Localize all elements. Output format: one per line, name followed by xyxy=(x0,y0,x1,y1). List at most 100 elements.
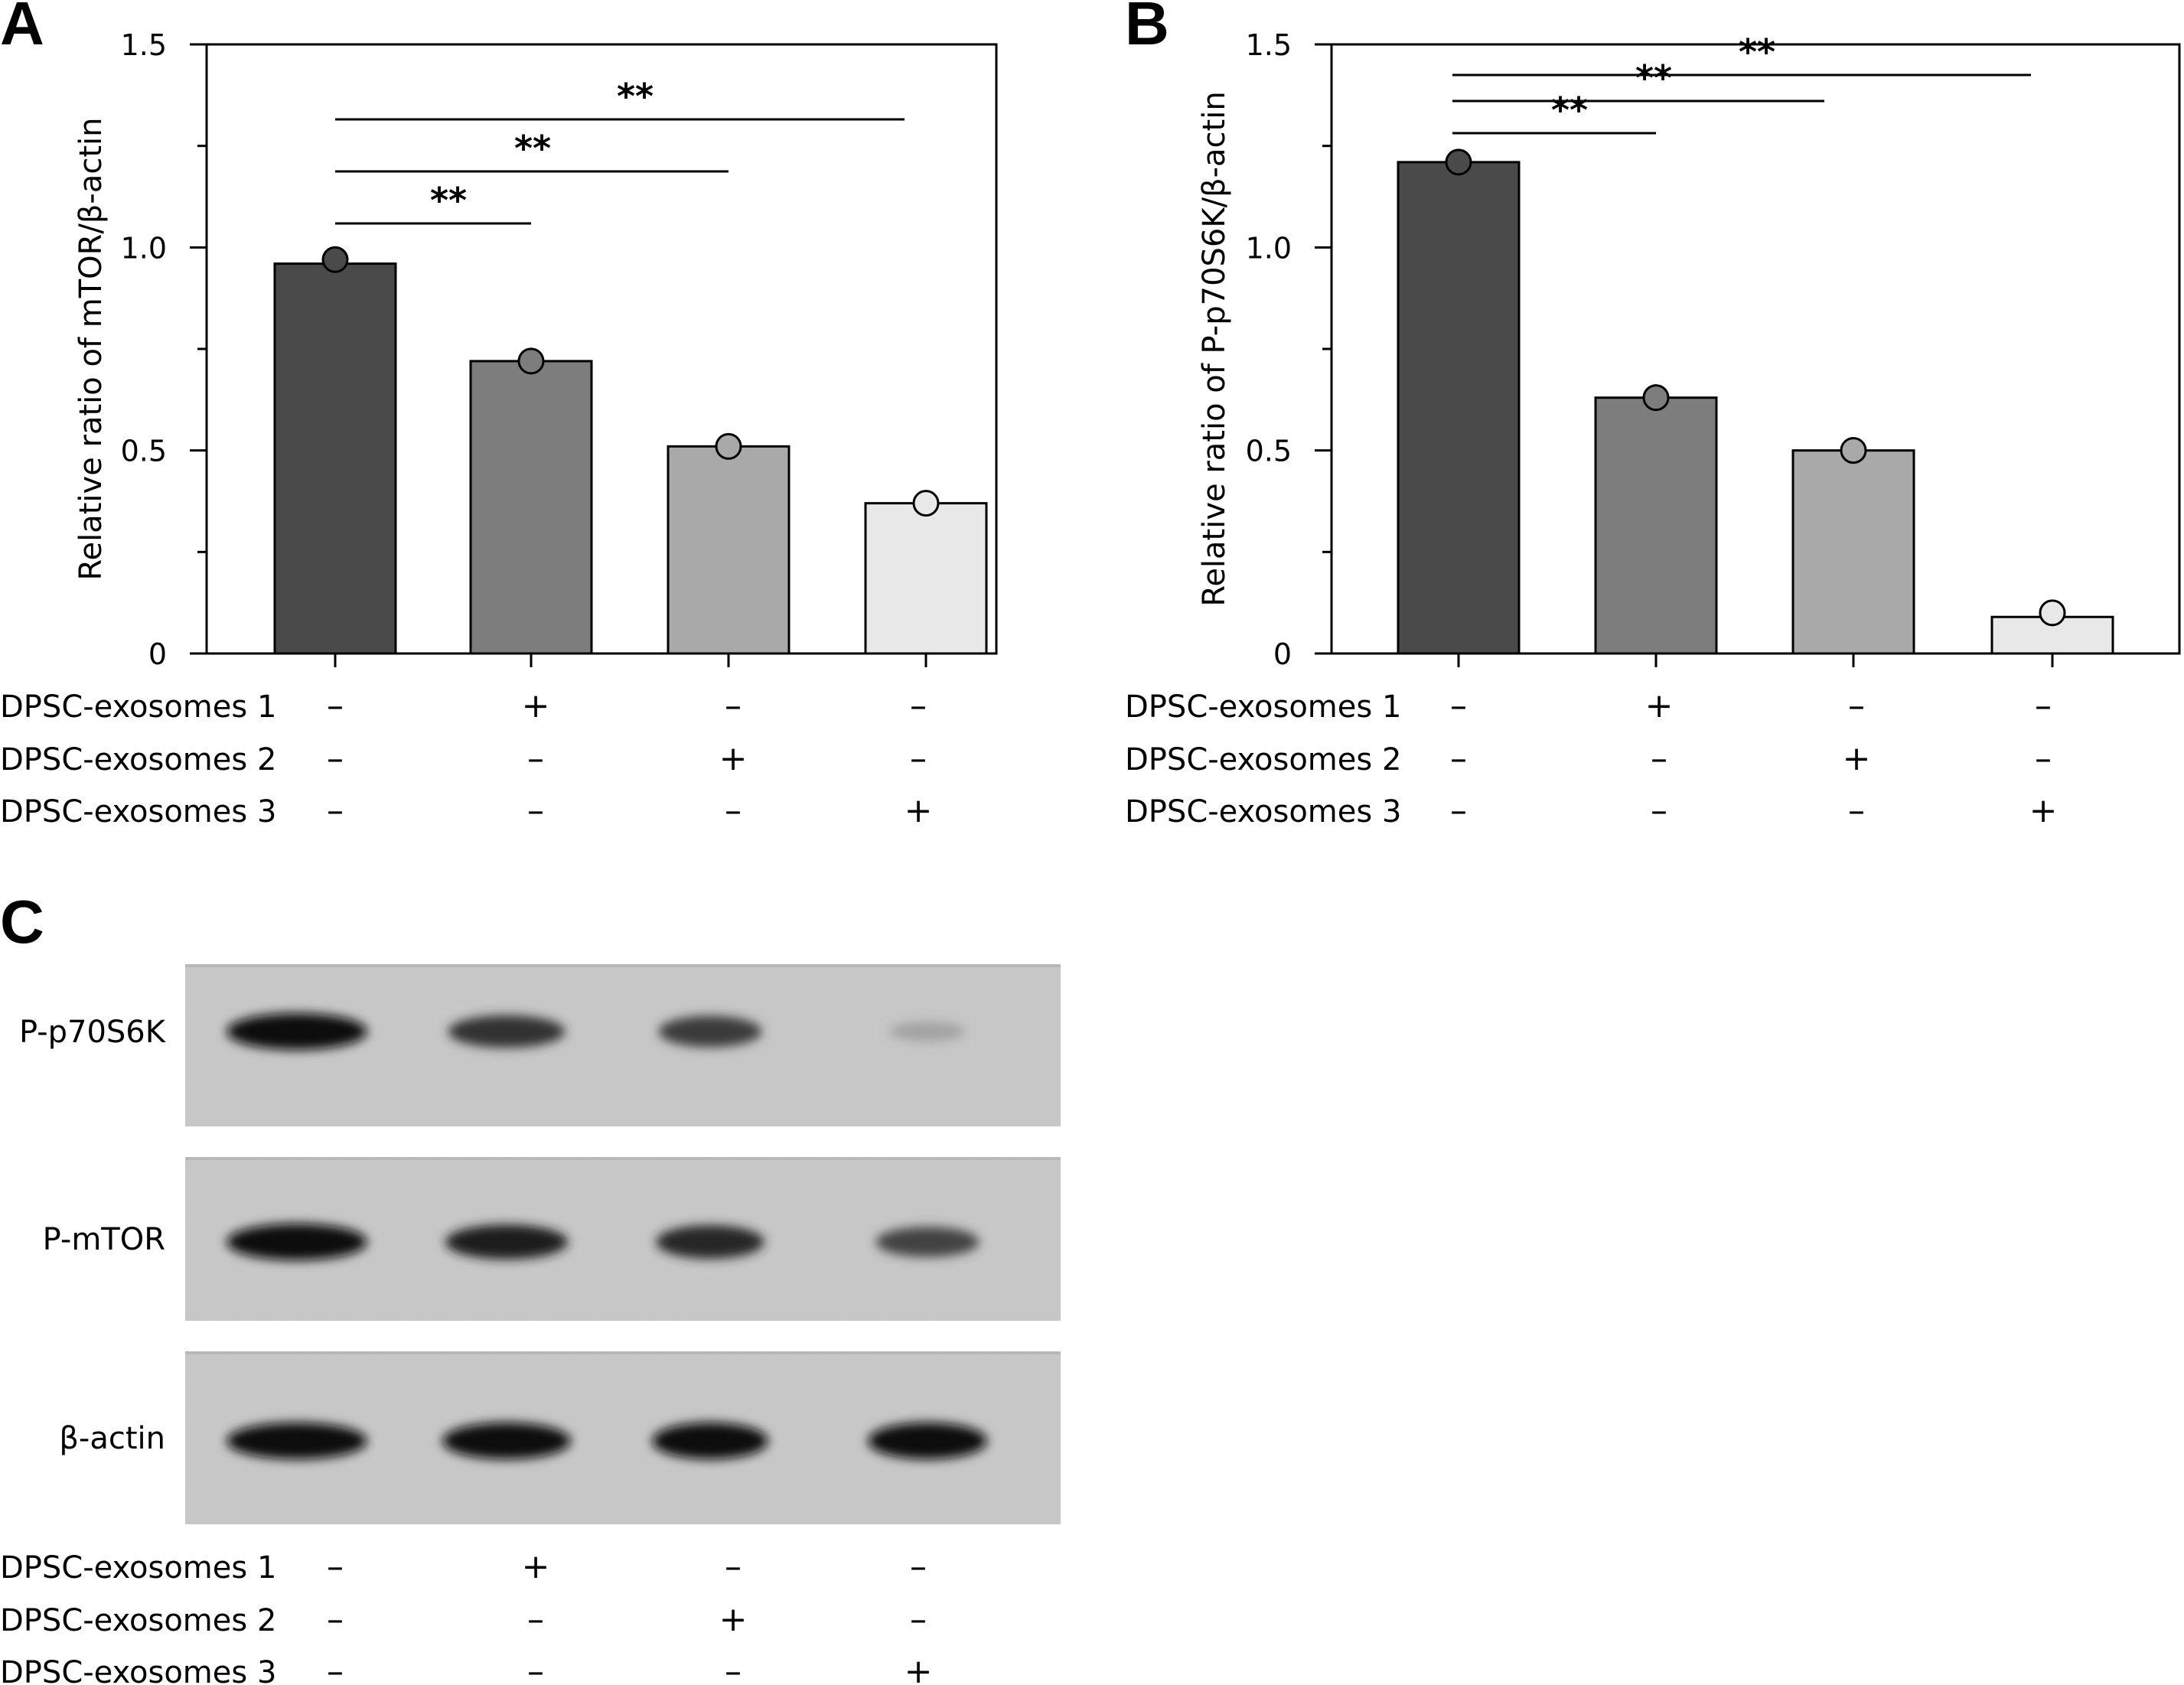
blot-band xyxy=(652,1423,768,1459)
table-a-sign: – xyxy=(910,739,927,778)
panel-letter-c: C xyxy=(0,888,44,956)
table-c-sign: – xyxy=(910,1600,927,1639)
chart-a-ytick-label: 0 xyxy=(148,637,167,671)
chart-b: Relative ratio of P-p70S6K/β-actin 0 0.5 1… xyxy=(1197,28,2181,671)
chart-b-ytick-label: 0.5 xyxy=(1246,435,1292,468)
chart-a-bar-2 xyxy=(469,360,593,655)
table-a-sign: – xyxy=(527,791,544,830)
chart-b-bar-2 xyxy=(1594,396,1718,655)
table-a-sign: – xyxy=(327,791,344,830)
table-c-sign: – xyxy=(725,1547,742,1586)
table-b-sign: – xyxy=(1450,791,1467,830)
chart-a-bar-1 xyxy=(273,262,397,655)
chart-a-sig-label-3: ** xyxy=(617,76,654,117)
chart-b-sig-label-2: ** xyxy=(1635,57,1672,99)
chart-a-bar-3 xyxy=(667,445,790,655)
table-a-sign: – xyxy=(327,686,344,725)
blot-band xyxy=(227,1013,367,1050)
chart-a-point-4 xyxy=(912,490,940,517)
chart-a-point-1 xyxy=(321,246,349,273)
table-a-row-label-2: DPSC-exosomes 2 xyxy=(0,742,276,777)
chart-b-ytick-label: 1.0 xyxy=(1246,231,1292,265)
table-c-sign: – xyxy=(910,1547,927,1586)
table-c-sign: – xyxy=(327,1547,344,1586)
table-a-row-label-3: DPSC-exosomes 3 xyxy=(0,794,276,829)
blot-band xyxy=(868,1423,987,1459)
table-a-sign: + xyxy=(522,686,550,725)
blot-band xyxy=(448,1015,566,1048)
table-c-sign: – xyxy=(527,1652,544,1685)
table-b-sign: – xyxy=(1450,686,1467,725)
chart-b-sig-label-1: ** xyxy=(1551,90,1588,131)
chart-b-point-1 xyxy=(1445,148,1472,176)
blot-row-label-1: P-p70S6K xyxy=(19,1015,167,1050)
chart-a-ytick-label: 0.5 xyxy=(121,435,167,468)
table-a-sign: – xyxy=(327,739,344,778)
table-b-row-label-2: DPSC-exosomes 2 xyxy=(1125,742,1401,777)
chart-b-bar-1 xyxy=(1397,161,1521,655)
table-b-sign: – xyxy=(1848,686,1865,725)
blot-row-label-2: P-mTOR xyxy=(43,1222,165,1257)
western-blot: P-p70S6K P-mTOR β-actin xyxy=(19,964,1061,1524)
treatment-table-a: DPSC-exosomes 1 – + – – DPSC-exosomes 2 – – + – DP… xyxy=(0,686,932,830)
treatment-table-c: DPSC-exosomes 1 – + – – DPSC-exosomes 2 – – + – DP… xyxy=(0,1547,932,1685)
table-c-sign: – xyxy=(327,1600,344,1639)
chart-a-point-2 xyxy=(517,347,545,375)
chart-a-bar-4 xyxy=(864,502,988,655)
blot-row-label-3: β-actin xyxy=(59,1421,165,1456)
chart-b-point-4 xyxy=(2039,599,2066,627)
chart-a-sig-label-2: ** xyxy=(514,128,551,169)
table-b-sign: + xyxy=(1843,739,1871,778)
table-c-sign: + xyxy=(522,1547,550,1586)
chart-b-ytick-label: 1.5 xyxy=(1246,28,1292,62)
table-c-row-label-2: DPSC-exosomes 2 xyxy=(0,1603,276,1638)
table-a-sign: – xyxy=(910,686,927,725)
table-a-row-label-1: DPSC-exosomes 1 xyxy=(0,689,276,725)
table-a-sign: – xyxy=(725,791,742,830)
table-c-sign: + xyxy=(905,1652,933,1685)
table-b-sign: – xyxy=(2035,686,2052,725)
table-a-sign: + xyxy=(719,739,748,778)
panel-letter-b: B xyxy=(1125,0,1169,57)
table-b-row-label-1: DPSC-exosomes 1 xyxy=(1125,689,1401,725)
blot-band xyxy=(445,1224,569,1260)
blot-band xyxy=(442,1423,571,1459)
table-c-sign: – xyxy=(327,1652,344,1685)
blot-band xyxy=(889,1022,966,1041)
blot-band xyxy=(227,1423,367,1459)
table-b-sign: – xyxy=(2035,739,2052,778)
table-b-sign: – xyxy=(1450,739,1467,778)
blot-band xyxy=(227,1224,367,1260)
table-c-sign: – xyxy=(725,1652,742,1685)
chart-a-ylabel: Relative ratio of mTOR/β-actin xyxy=(73,118,109,581)
chart-b-ylabel: Relative ratio of P-p70S6K/β-actin xyxy=(1197,91,1232,606)
table-c-sign: + xyxy=(719,1600,748,1639)
chart-a-ytick-label: 1.0 xyxy=(121,231,167,265)
chart-a-sig-label-1: ** xyxy=(430,180,467,221)
table-b-row-label-3: DPSC-exosomes 3 xyxy=(1125,794,1401,829)
table-c-row-label-1: DPSC-exosomes 1 xyxy=(0,1550,276,1586)
chart-b-sig-label-3: ** xyxy=(1739,31,1775,73)
table-b-sign: + xyxy=(2029,791,2058,830)
chart-b-point-3 xyxy=(1840,437,1867,464)
panel-letter-a: A xyxy=(0,0,44,57)
blot-band xyxy=(656,1225,764,1259)
chart-b-point-2 xyxy=(1642,384,1670,412)
chart-b-bar-3 xyxy=(1791,449,1915,655)
treatment-table-b: DPSC-exosomes 1 – + – – DPSC-exosomes 2 – – + – DP… xyxy=(1125,686,2057,830)
chart-a: Relative ratio of mTOR/β-actin 0 0.5 1.0 1.… xyxy=(73,28,998,671)
chart-a-point-3 xyxy=(715,432,742,460)
chart-a-ytick-label: 1.5 xyxy=(121,28,167,62)
table-b-sign: – xyxy=(1651,791,1667,830)
chart-b-ytick-label: 0 xyxy=(1273,637,1292,671)
blot-band xyxy=(875,1227,980,1257)
table-a-sign: – xyxy=(725,686,742,725)
table-a-sign: – xyxy=(527,739,544,778)
table-c-row-label-3: DPSC-exosomes 3 xyxy=(0,1655,276,1685)
blot-band xyxy=(658,1015,762,1048)
table-b-sign: + xyxy=(1645,686,1674,725)
table-c-sign: – xyxy=(527,1600,544,1639)
table-b-sign: – xyxy=(1651,739,1667,778)
table-a-sign: + xyxy=(905,791,933,830)
